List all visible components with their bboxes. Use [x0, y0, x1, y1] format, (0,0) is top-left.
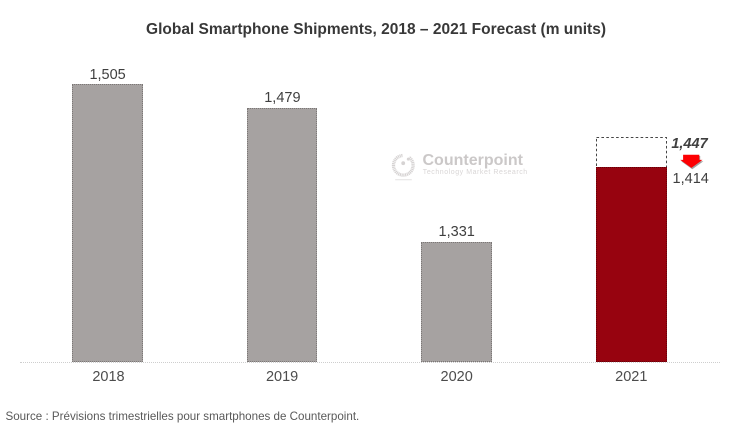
svg-text:Counterpoint: Counterpoint [423, 152, 524, 169]
svg-text:Technology Market Research: Technology Market Research [423, 169, 528, 176]
